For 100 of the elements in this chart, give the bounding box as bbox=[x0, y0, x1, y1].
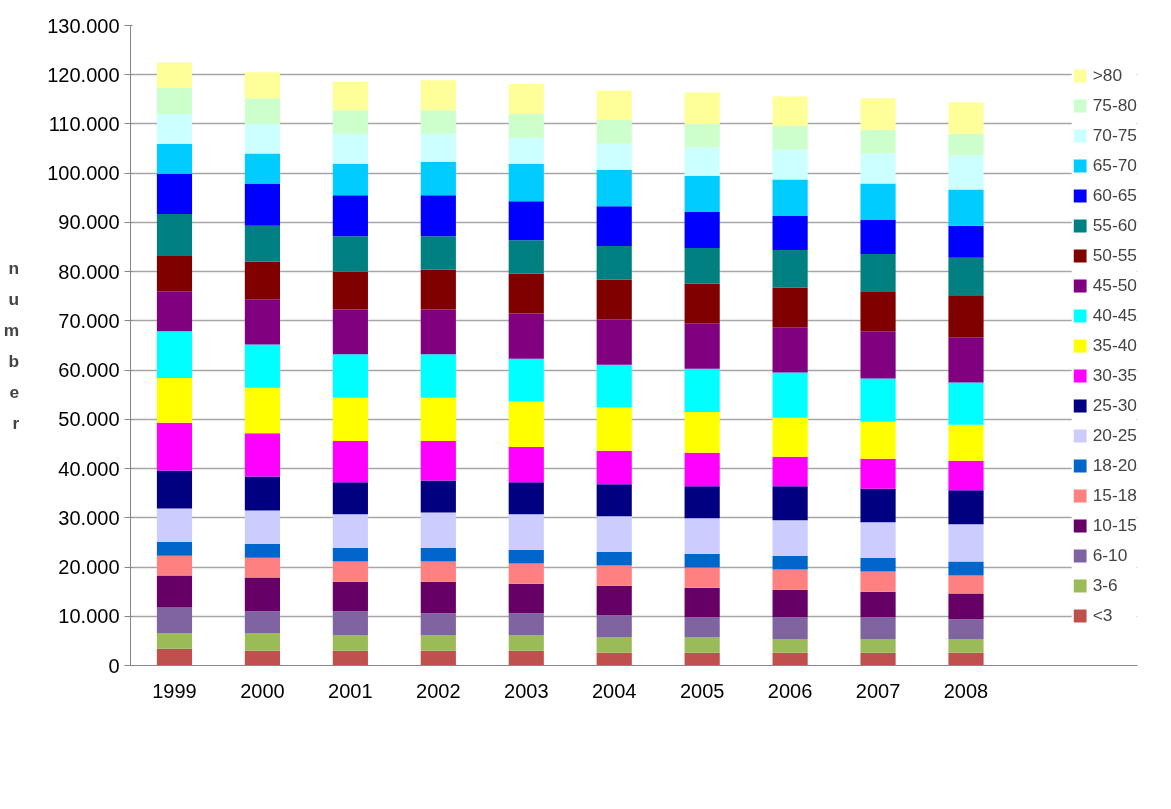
bar bbox=[948, 561, 984, 576]
bar bbox=[860, 617, 896, 639]
bar bbox=[332, 397, 368, 442]
bar bbox=[596, 652, 632, 666]
bar bbox=[948, 155, 984, 190]
bar bbox=[596, 319, 632, 365]
bar bbox=[596, 206, 632, 247]
bar bbox=[684, 452, 720, 487]
bar bbox=[508, 401, 544, 447]
bar bbox=[772, 417, 808, 457]
bar bbox=[772, 372, 808, 418]
bar bbox=[244, 611, 281, 634]
legend-label: 70-75 bbox=[1092, 124, 1137, 146]
bar bbox=[772, 617, 808, 639]
bar bbox=[508, 563, 544, 584]
bar bbox=[772, 249, 808, 288]
bar bbox=[596, 279, 632, 320]
bar bbox=[684, 617, 720, 637]
legend-label: 40-45 bbox=[1092, 304, 1137, 326]
bar bbox=[332, 650, 368, 666]
bar bbox=[772, 179, 808, 217]
bar bbox=[684, 175, 720, 213]
bar bbox=[684, 567, 720, 588]
bar bbox=[860, 219, 896, 254]
y-tick-label: 30.000 bbox=[58, 506, 120, 529]
bar bbox=[772, 589, 808, 618]
bar bbox=[156, 470, 193, 509]
bar bbox=[420, 441, 456, 481]
legend-label: 15-18 bbox=[1092, 484, 1137, 506]
bar bbox=[684, 283, 720, 324]
bar bbox=[772, 125, 808, 150]
bar bbox=[684, 123, 720, 148]
bar bbox=[156, 508, 193, 542]
bar bbox=[860, 98, 896, 130]
bar bbox=[420, 480, 456, 513]
bar bbox=[860, 129, 896, 154]
y-tick-label: 130.000 bbox=[47, 14, 120, 37]
bar bbox=[156, 648, 193, 666]
bar bbox=[420, 236, 456, 270]
bar bbox=[596, 636, 632, 653]
bar bbox=[508, 650, 544, 666]
bar bbox=[156, 88, 193, 115]
bar bbox=[420, 397, 456, 442]
bar bbox=[948, 619, 984, 639]
bar bbox=[684, 636, 720, 653]
bar bbox=[860, 331, 896, 379]
bar bbox=[860, 652, 896, 666]
bar bbox=[860, 488, 896, 523]
bar bbox=[244, 433, 281, 477]
bar bbox=[684, 411, 720, 453]
bar bbox=[420, 547, 456, 562]
bar bbox=[156, 331, 193, 378]
bar bbox=[948, 524, 984, 562]
bar bbox=[948, 225, 984, 258]
bar bbox=[420, 133, 456, 162]
legend-label: <3 bbox=[1092, 604, 1113, 626]
bar bbox=[948, 575, 984, 594]
bar bbox=[508, 201, 544, 241]
bar bbox=[684, 652, 720, 666]
y-tick-label: 80.000 bbox=[58, 260, 120, 283]
bar bbox=[332, 482, 368, 515]
bar bbox=[332, 163, 368, 196]
bar bbox=[156, 607, 193, 634]
bar bbox=[596, 585, 632, 616]
bar bbox=[244, 633, 281, 651]
x-tick-label: 2002 bbox=[416, 679, 461, 702]
bar bbox=[508, 583, 544, 614]
bar bbox=[508, 114, 544, 138]
x-tick-label: 2003 bbox=[504, 679, 549, 702]
bar bbox=[596, 143, 632, 170]
bar bbox=[948, 638, 984, 653]
bar bbox=[420, 613, 456, 635]
bar bbox=[156, 633, 193, 649]
y-tick-label: 50.000 bbox=[58, 408, 120, 431]
bar bbox=[332, 611, 368, 635]
y-tick-label: 110.000 bbox=[48, 112, 120, 135]
legend-label: 25-30 bbox=[1092, 394, 1137, 416]
bar bbox=[508, 137, 544, 164]
bar bbox=[596, 407, 632, 451]
bar bbox=[948, 652, 984, 666]
bar bbox=[684, 248, 720, 284]
bar bbox=[156, 541, 193, 556]
bar bbox=[772, 456, 808, 487]
bar bbox=[596, 516, 632, 552]
legend-label: 18-20 bbox=[1092, 454, 1137, 476]
bar bbox=[948, 382, 984, 425]
bar bbox=[596, 364, 632, 408]
legend-label: 3-6 bbox=[1092, 574, 1118, 596]
bar bbox=[684, 147, 720, 176]
legend-label: 6-10 bbox=[1092, 544, 1128, 566]
bar bbox=[948, 424, 984, 461]
bar bbox=[156, 377, 193, 423]
legend-label: 30-35 bbox=[1092, 364, 1137, 386]
bar bbox=[684, 553, 720, 568]
bar bbox=[156, 214, 193, 256]
bar bbox=[860, 421, 896, 459]
bar bbox=[684, 212, 720, 249]
bar bbox=[420, 80, 456, 111]
bar bbox=[860, 291, 896, 332]
x-tick-label: 2000 bbox=[240, 679, 285, 702]
